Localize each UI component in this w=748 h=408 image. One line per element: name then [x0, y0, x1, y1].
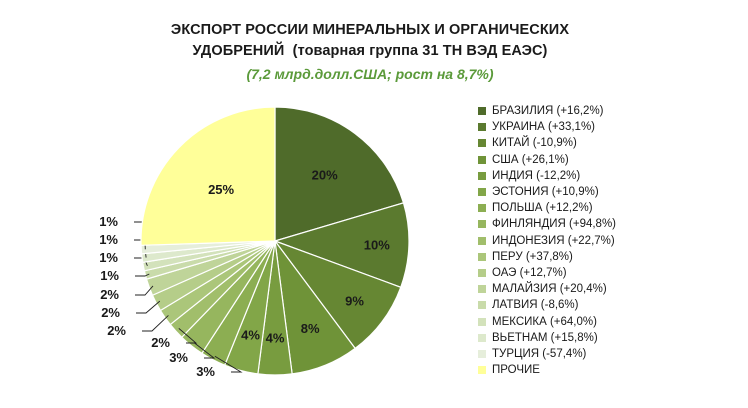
legend-swatch — [478, 333, 486, 342]
legend-swatch — [478, 171, 486, 180]
legend-label: ПРОЧИЕ — [492, 364, 540, 377]
pie-slice — [274, 106, 405, 242]
legend-label: ИНДОНЕЗИЯ (+22,7%) — [492, 234, 615, 247]
pie-slice — [140, 106, 276, 246]
legend-item: БРАЗИЛИЯ (+16,2%) — [478, 103, 678, 119]
legend-swatch — [478, 155, 486, 164]
legend-label: КИТАЙ (-10,9%) — [492, 137, 577, 150]
legend-label: ОАЭ (+12,7%) — [492, 266, 567, 279]
chart-title-line2a: УДОБРЕНИЙ — [192, 43, 285, 59]
slice-value-label: 10% — [364, 237, 390, 252]
chart-subtitle: (7,2 млрд.долл.США; рост на 8,7%) — [246, 66, 494, 82]
legend-label: МАЛАЙЗИЯ (+20,4%) — [492, 283, 607, 296]
slice-value-label: 2% — [100, 287, 119, 302]
legend-label: ЛАТВИЯ (-8,6%) — [492, 299, 579, 312]
legend-label: БРАЗИЛИЯ (+16,2%) — [492, 105, 604, 118]
slice-value-label: 9% — [345, 293, 364, 308]
legend-item: ПЕРУ (+37,8%) — [478, 249, 678, 265]
chart-title-line2: УДОБРЕНИЙ (товарная группа 31 ТН ВЭД ЕАЭ… — [150, 41, 590, 62]
slice-value-label: 1% — [99, 214, 118, 229]
legend: БРАЗИЛИЯ (+16,2%) УКРАИНА (+33,1%) КИТАЙ (… — [478, 103, 678, 378]
pie-slice — [273, 202, 410, 289]
legend-item: США (+26,1%) — [478, 152, 678, 168]
legend-item: ПРОЧИЕ — [478, 362, 678, 378]
legend-swatch — [478, 107, 486, 116]
legend-label: ИНДИЯ (-12,2%) — [492, 169, 581, 182]
legend-swatch — [478, 204, 486, 213]
leader-line — [142, 315, 169, 332]
slice-value-label: 3% — [169, 350, 188, 365]
leader-line — [135, 285, 154, 296]
legend-item: ПОЛЬША (+12,2%) — [478, 200, 678, 216]
legend-swatch — [478, 252, 486, 261]
chart-title-line2b: (товарная группа 31 ТН ВЭД ЕАЭС) — [292, 43, 548, 59]
legend-label: МЕКСИКА (+64,0%) — [492, 315, 597, 328]
legend-item: ЭСТОНИЯ (+10,9%) — [478, 184, 678, 200]
legend-swatch — [478, 236, 486, 245]
legend-swatch — [478, 220, 486, 229]
chart-title: ЭКСПОРТ РОССИИ МИНЕРАЛЬНЫХ И ОРГАНИЧЕСКИ… — [150, 20, 590, 62]
leader-line — [193, 342, 216, 359]
legend-item: ИНДИЯ (-12,2%) — [478, 168, 678, 184]
legend-label: ПЕРУ (+37,8%) — [492, 250, 573, 263]
slice-value-label: 1% — [99, 250, 118, 265]
legend-item: ВЬЕТНАМ (+15,8%) — [478, 330, 678, 346]
slice-value-label: 20% — [312, 167, 338, 182]
legend-label: США (+26,1%) — [492, 153, 569, 166]
legend-item: МЕКСИКА (+64,0%) — [478, 313, 678, 329]
legend-swatch — [478, 349, 486, 358]
legend-label: ПОЛЬША (+12,2%) — [492, 202, 593, 215]
legend-swatch — [478, 366, 486, 375]
legend-swatch — [478, 139, 486, 148]
legend-swatch — [478, 268, 486, 277]
legend-item: ТУРЦИЯ (-57,4%) — [478, 346, 678, 362]
legend-swatch — [478, 285, 486, 294]
leader-line — [214, 355, 243, 373]
slice-value-label: 4% — [241, 327, 260, 342]
legend-swatch — [478, 123, 486, 132]
slice-value-label: 2% — [101, 305, 120, 320]
legend-swatch — [478, 301, 486, 310]
slice-value-label: 8% — [301, 321, 320, 336]
slice-value-label: 2% — [151, 335, 170, 350]
legend-item: ФИНЛЯНДИЯ (+94,8%) — [478, 216, 678, 232]
slice-value-label: 1% — [100, 268, 119, 283]
legend-label: ЭСТОНИЯ (+10,9%) — [492, 186, 599, 199]
pie-slice — [273, 239, 402, 350]
legend-item: ИНДОНЕЗИЯ (+22,7%) — [478, 233, 678, 249]
legend-item: УКРАИНА (+33,1%) — [478, 119, 678, 135]
slice-value-label: 4% — [266, 331, 285, 346]
legend-item: МАЛАЙЗИЯ (+20,4%) — [478, 281, 678, 297]
slice-value-label: 3% — [196, 364, 215, 379]
slice-value-label: 2% — [107, 323, 126, 338]
leader-line — [135, 273, 150, 277]
slice-value-label: 1% — [99, 232, 118, 247]
legend-item: КИТАЙ (-10,9%) — [478, 135, 678, 151]
legend-swatch — [478, 188, 486, 197]
leader-line — [136, 300, 161, 314]
legend-label: ВЬЕТНАМ (+15,8%) — [492, 331, 598, 344]
legend-item: ЛАТВИЯ (-8,6%) — [478, 297, 678, 313]
legend-label: ТУРЦИЯ (-57,4%) — [492, 347, 587, 360]
leader-line — [178, 328, 198, 344]
legend-label: ФИНЛЯНДИЯ (+94,8%) — [492, 218, 617, 231]
chart-title-line1: ЭКСПОРТ РОССИИ МИНЕРАЛЬНЫХ И ОРГАНИЧЕСКИ… — [170, 22, 570, 38]
legend-swatch — [478, 317, 486, 326]
slice-value-label: 25% — [208, 182, 234, 197]
legend-label: УКРАИНА (+33,1%) — [492, 121, 595, 134]
legend-item: ОАЭ (+12,7%) — [478, 265, 678, 281]
